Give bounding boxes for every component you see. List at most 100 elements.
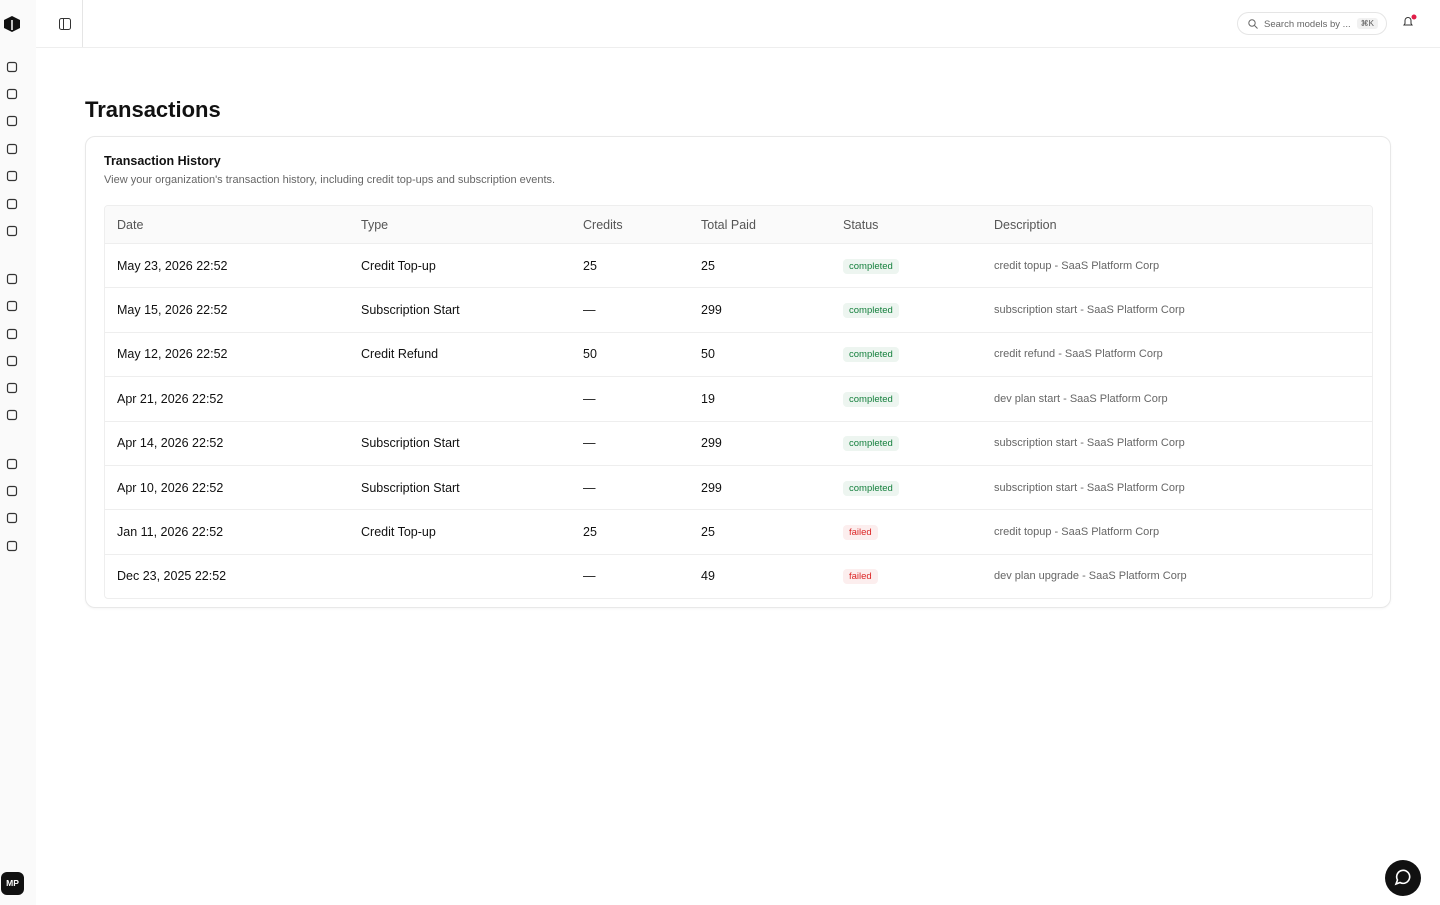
table-row: May 23, 2026 22:52 Credit Top-up 25 25 compl…: [105, 243, 1372, 287]
cell: Dec 23, 2025 22:52: [117, 569, 227, 584]
nav-icon[interactable]: [6, 115, 18, 127]
table-row: Apr 21, 2026 22:52 — 19 completed dev plan s…: [105, 376, 1372, 420]
chat-icon: [1394, 869, 1411, 886]
page-title: Transactions: [85, 97, 221, 122]
avatar[interactable]: MP: [1, 872, 24, 895]
cell: 25: [583, 258, 597, 273]
cell: 299: [701, 303, 722, 318]
cell: Credit Top-up: [361, 258, 436, 273]
cell: 19: [701, 391, 715, 406]
card: [85, 136, 1391, 608]
cell: Apr 10, 2026 22:52: [117, 480, 224, 495]
cell: Subscription Start: [361, 436, 460, 451]
cell: failed: [831, 524, 982, 541]
nav-icon[interactable]: [6, 512, 18, 524]
cell: 50: [583, 347, 597, 362]
cell: Apr 14, 2026 22:52: [117, 436, 224, 451]
card-title: Transaction History: [104, 154, 221, 168]
cell: 299: [701, 480, 722, 495]
status-badge: failed: [843, 525, 878, 541]
shortcut: ⌘K: [1356, 18, 1378, 29]
column-header: Type: [361, 217, 389, 232]
cell: Jan 11, 2026 22:52: [117, 525, 224, 540]
table-row: Apr 10, 2026 22:52 Subscription Start — 299…: [105, 464, 1372, 509]
cell: Apr 21, 2026 22:52: [117, 391, 224, 406]
nav-icon[interactable]: [6, 198, 18, 210]
cell: Subscription Start: [361, 303, 460, 318]
status-badge: completed: [843, 303, 899, 319]
cell: credit topup - SaaS Platform Corp: [994, 259, 1160, 272]
cell: May 23, 2026 22:52: [117, 258, 228, 273]
search-placeholder: Search models by ...: [1264, 19, 1351, 30]
logo[interactable]: [3, 15, 21, 33]
status-badge: completed: [843, 347, 899, 363]
cell: completed: [831, 346, 982, 363]
cell: dev plan start - SaaS Platform Corp: [994, 392, 1168, 405]
nav-icon[interactable]: [6, 328, 18, 340]
nav-icon[interactable]: [6, 485, 18, 497]
sidebar: MP: [0, 0, 36, 905]
cell: completed: [831, 435, 982, 452]
cell: Subscription Start: [361, 480, 460, 495]
cell: completed: [831, 391, 982, 407]
cell: 50: [701, 347, 715, 362]
table-header: Date Type Credits Total Paid Status Descripti…: [105, 206, 1372, 243]
cell: subscription start - SaaS Platform Corp: [994, 437, 1185, 450]
nav-icon[interactable]: [6, 355, 18, 367]
status-badge: completed: [843, 436, 899, 452]
status-badge: failed: [843, 569, 878, 585]
cell: 299: [701, 436, 722, 451]
column-header: Status: [843, 217, 879, 232]
table-row: May 15, 2026 22:52 Subscription Start — 299…: [105, 287, 1372, 331]
cell: subscription start - SaaS Platform Corp: [994, 304, 1185, 317]
table-row: Apr 14, 2026 22:52 Subscription Start — 299…: [105, 420, 1372, 465]
column-header: Date: [117, 217, 144, 232]
cell: completed: [831, 480, 982, 496]
cell: —: [583, 391, 596, 406]
cell: 25: [701, 525, 715, 540]
cell: completed: [831, 258, 982, 274]
cell: —: [583, 303, 596, 318]
cell: May 12, 2026 22:52: [117, 347, 228, 362]
cell: credit topup - SaaS Platform Corp: [994, 526, 1160, 539]
table-row: Dec 23, 2025 22:52 — 49 failed dev plan upgr…: [105, 553, 1372, 598]
status-badge: completed: [843, 391, 899, 407]
nav-icon[interactable]: [6, 225, 18, 237]
status-badge: completed: [843, 258, 899, 274]
separator: [82, 0, 83, 47]
chat-button[interactable]: [1385, 860, 1421, 896]
cell: —: [583, 569, 596, 584]
card-description: View your organization's transaction his…: [104, 174, 556, 186]
table-row: Jan 11, 2026 22:52 Credit Top-up 25 25 faile…: [105, 509, 1372, 553]
nav-icon[interactable]: [6, 88, 18, 100]
cell: Credit Refund: [361, 347, 439, 362]
nav-icon[interactable]: [6, 170, 18, 182]
cell: 49: [701, 569, 715, 584]
notifications[interactable]: [1401, 14, 1417, 30]
cell: 25: [583, 525, 597, 540]
cell: —: [583, 436, 596, 451]
table: Date Type Credits Total Paid Status Descripti…: [104, 205, 1373, 600]
sidebar-toggle[interactable]: [59, 18, 71, 30]
column-header: Description: [994, 217, 1057, 232]
nav-icon[interactable]: [6, 143, 18, 155]
table-row: May 12, 2026 22:52 Credit Refund 50 50 compl…: [105, 331, 1372, 376]
nav-icon[interactable]: [6, 409, 18, 421]
nav-icon[interactable]: [6, 458, 18, 470]
column-header: Total Paid: [701, 217, 756, 232]
cell: credit refund - SaaS Platform Corp: [994, 348, 1163, 361]
nav-icon[interactable]: [6, 382, 18, 394]
cell: Credit Top-up: [361, 525, 436, 540]
nav-icon[interactable]: [6, 273, 18, 285]
nav-icon[interactable]: [6, 61, 18, 73]
status-badge: completed: [843, 480, 899, 496]
search-box[interactable]: Search models by ... ⌘K: [1237, 12, 1387, 35]
cell: May 15, 2026 22:52: [117, 303, 228, 318]
cell: dev plan upgrade - SaaS Platform Corp: [994, 570, 1187, 583]
column-header: Credits: [583, 217, 623, 232]
nav-icon[interactable]: [6, 540, 18, 552]
cell: completed: [831, 302, 982, 319]
nav-icon[interactable]: [6, 300, 18, 312]
search-icon: [1248, 19, 1258, 29]
